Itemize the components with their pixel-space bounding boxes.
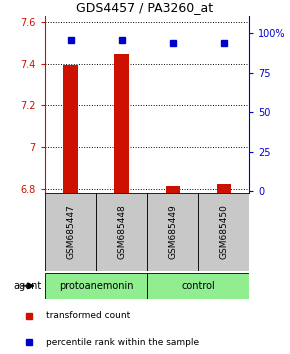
Bar: [147, 193, 198, 271]
Bar: [115, 54, 129, 193]
Text: GSM685447: GSM685447: [66, 205, 75, 259]
Text: control: control: [182, 281, 215, 291]
Bar: [217, 184, 231, 193]
Bar: [45, 273, 147, 299]
Bar: [147, 273, 249, 299]
Text: GSM685450: GSM685450: [219, 204, 228, 259]
Text: agent: agent: [14, 281, 42, 291]
Text: percentile rank within the sample: percentile rank within the sample: [46, 338, 200, 347]
Bar: [166, 186, 180, 193]
Text: protoanemonin: protoanemonin: [59, 281, 133, 291]
Bar: [45, 193, 96, 271]
Bar: [96, 193, 147, 271]
Text: GDS4457 / PA3260_at: GDS4457 / PA3260_at: [77, 1, 213, 14]
Bar: [63, 65, 78, 193]
Text: GSM685449: GSM685449: [168, 205, 177, 259]
Text: GSM685448: GSM685448: [117, 205, 126, 259]
Text: transformed count: transformed count: [46, 311, 131, 320]
Bar: [198, 193, 249, 271]
